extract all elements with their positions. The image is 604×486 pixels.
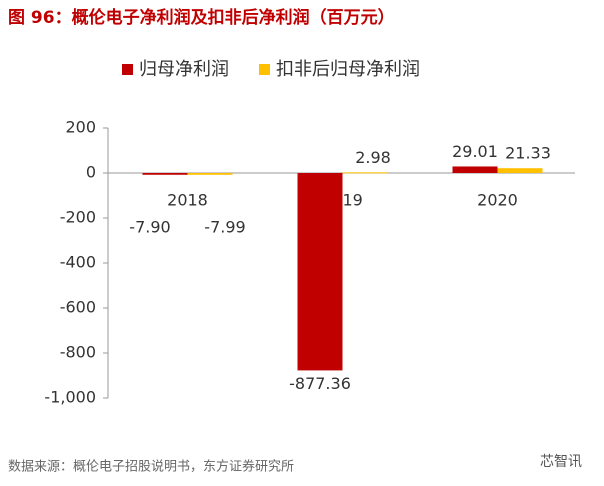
value-label: -7.90	[129, 218, 170, 237]
bar	[142, 173, 188, 175]
x-tick-label: 2020	[477, 191, 518, 210]
bar	[342, 172, 388, 174]
legend-swatch	[122, 64, 133, 75]
value-label: 2.98	[355, 148, 391, 167]
watermark: 芯智讯	[540, 454, 582, 470]
y-tick-label: -1,000	[44, 388, 96, 407]
x-tick-label: 2018	[167, 191, 208, 210]
legend-label: 扣非后归母净利润	[276, 59, 420, 80]
y-tick-label: 200	[65, 118, 96, 137]
value-label: 29.01	[452, 142, 498, 161]
bar	[297, 173, 343, 371]
y-tick-label: -400	[60, 253, 96, 272]
source-note: 数据来源：概伦电子招股说明书，东方证券研究所	[8, 459, 294, 475]
legend-swatch	[259, 64, 270, 75]
value-label: -7.99	[204, 218, 245, 237]
value-label: -877.36	[289, 374, 351, 393]
bar	[497, 168, 543, 173]
legend-label: 归母净利润	[139, 59, 229, 80]
value-label: 21.33	[505, 144, 551, 163]
y-tick-label: 0	[86, 163, 96, 182]
y-tick-label: -600	[60, 298, 96, 317]
y-tick-label: -800	[60, 343, 96, 362]
y-tick-label: -200	[60, 208, 96, 227]
bar	[452, 166, 498, 173]
bar	[187, 173, 233, 175]
chart-title: 图 96：概伦电子净利润及扣非后净利润（百万元）	[8, 7, 395, 28]
